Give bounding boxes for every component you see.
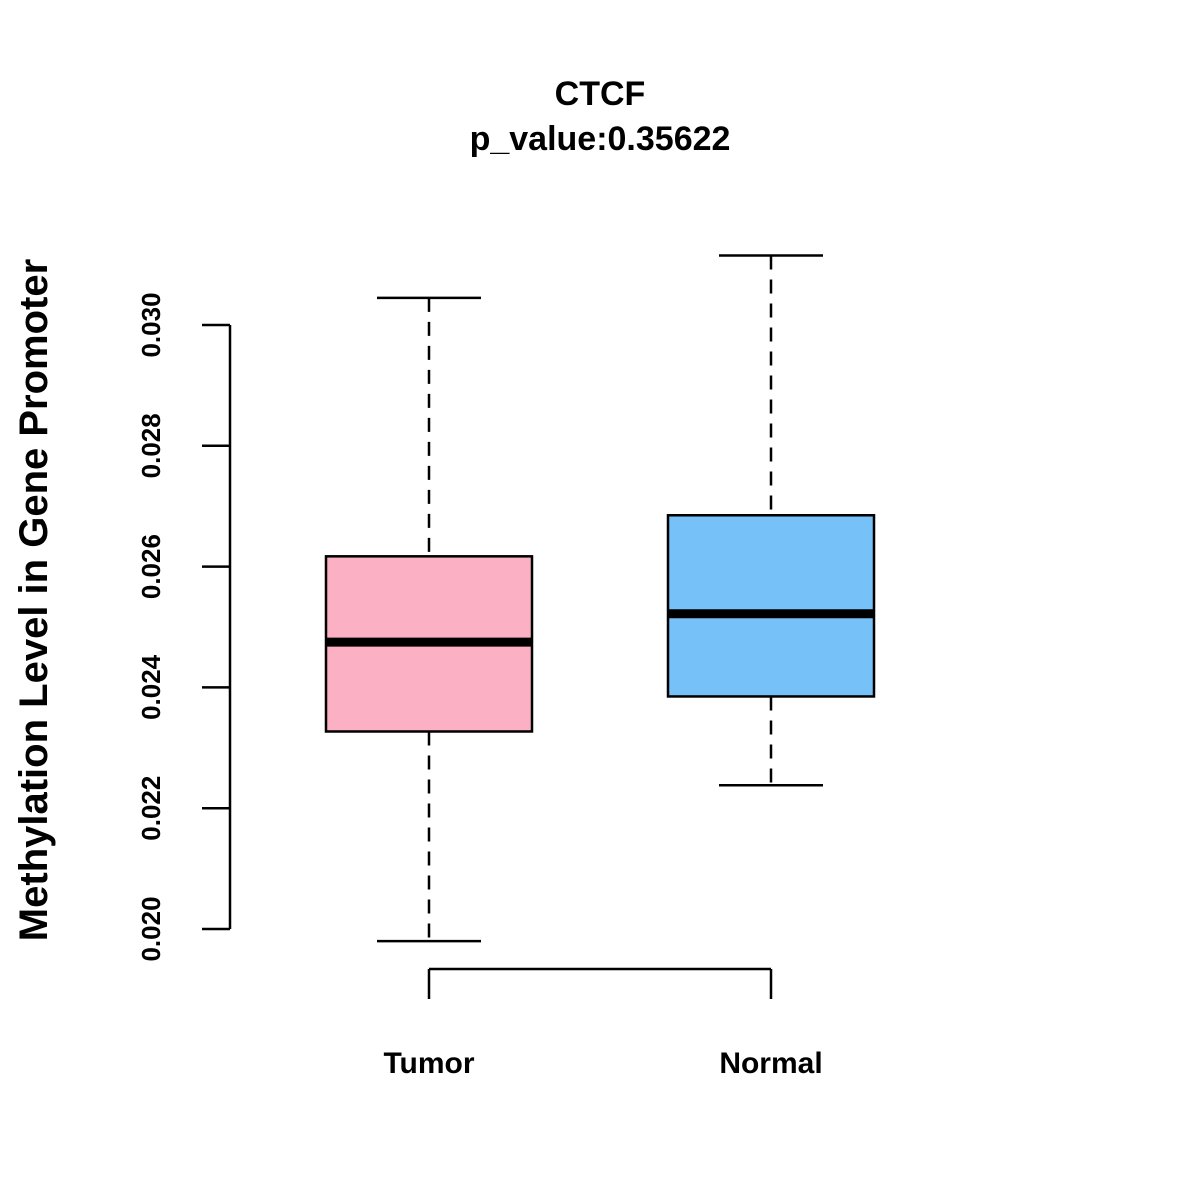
x-axis: Tumor Normal bbox=[383, 967, 823, 1080]
box-tumor bbox=[324, 296, 534, 943]
y-tick-label: 0.026 bbox=[136, 534, 166, 599]
boxes-layer bbox=[324, 254, 876, 943]
x-tick-label: Normal bbox=[719, 1047, 822, 1080]
y-tick-label: 0.024 bbox=[136, 654, 166, 720]
y-tick-label: 0.030 bbox=[136, 292, 166, 357]
y-tick-label: 0.028 bbox=[136, 413, 166, 478]
y-tick-label: 0.020 bbox=[136, 896, 166, 961]
y-axis: 0.020 0.022 0.024 0.026 0.028 0.030 bbox=[136, 292, 232, 962]
iqr-box bbox=[666, 514, 876, 698]
box-normal bbox=[666, 254, 876, 787]
chart-subtitle: p_value:0.35622 bbox=[470, 120, 731, 158]
y-axis-title: Methylation Level in Gene Promoter bbox=[12, 259, 56, 941]
x-tick-label: Tumor bbox=[383, 1047, 474, 1080]
chart-title: CTCF bbox=[555, 75, 646, 113]
y-tick-label: 0.022 bbox=[136, 776, 166, 841]
